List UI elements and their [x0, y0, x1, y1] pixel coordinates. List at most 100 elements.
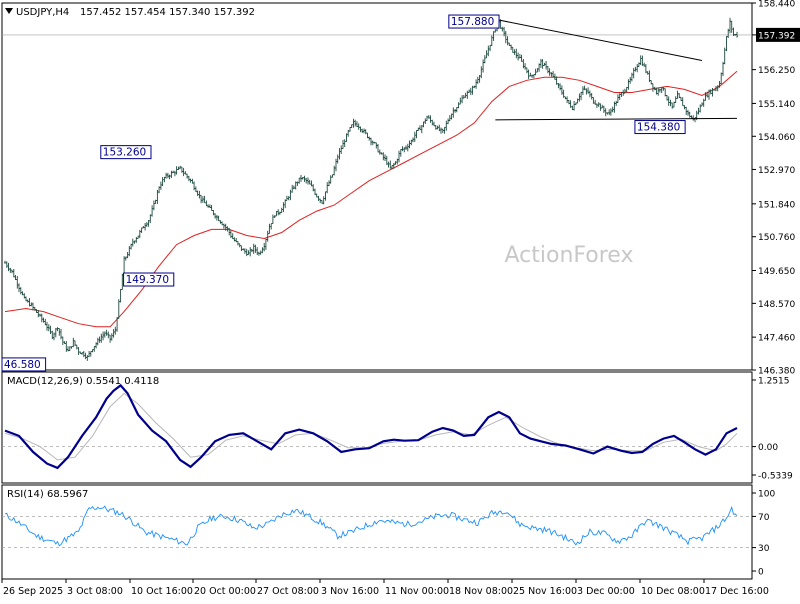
- price-bar: [534, 68, 537, 76]
- symbol-dropdown-icon[interactable]: [5, 8, 13, 14]
- price-bar: [186, 173, 189, 179]
- price-annotation-label: 153.260: [103, 147, 146, 159]
- watermark-text: ActionForex: [505, 243, 634, 268]
- price-annotation-box: [100, 145, 152, 160]
- price-bar: [545, 61, 548, 70]
- price-annotation-label: 149.370: [126, 274, 169, 286]
- price-bar: [282, 202, 285, 213]
- price-bar: [384, 154, 386, 161]
- rsi-axis-label: 100: [758, 490, 775, 500]
- price-bar: [72, 337, 75, 348]
- price-bar: [461, 95, 464, 104]
- price-bar: [494, 29, 497, 33]
- price-bar: [720, 72, 723, 85]
- price-bar: [60, 328, 62, 340]
- symbol-label: USDJPY,H4: [16, 7, 69, 18]
- price-bar: [198, 190, 201, 199]
- price-bar: [175, 166, 178, 175]
- price-bar: [74, 340, 76, 347]
- time-axis-label: 3 Dec 00:00: [577, 586, 635, 597]
- price-bar: [667, 96, 670, 106]
- price-bar: [259, 250, 262, 255]
- price-bar: [21, 291, 24, 296]
- price-bar: [699, 104, 702, 113]
- price-bar: [336, 154, 339, 164]
- price-bar: [96, 337, 99, 346]
- price-bar: [615, 100, 618, 106]
- price-bar: [39, 313, 41, 317]
- price-bar: [95, 342, 98, 349]
- price-bar: [525, 67, 528, 74]
- macd-title: MACD(12,26,9) 0.5541 0.4118: [7, 376, 159, 387]
- price-bar: [56, 327, 59, 332]
- price-axis-label: 156.250: [758, 66, 795, 76]
- price-bar: [476, 76, 479, 84]
- price-bar: [301, 177, 304, 180]
- price-bar: [634, 66, 637, 72]
- price-bar: [107, 331, 110, 339]
- price-bar: [256, 247, 259, 255]
- price-bar: [172, 170, 175, 174]
- price-bar: [149, 214, 152, 224]
- price-bar: [86, 355, 89, 361]
- price-bar: [359, 126, 362, 133]
- price-bar: [573, 101, 576, 111]
- price-bar: [119, 289, 122, 303]
- price-bar: [676, 90, 679, 100]
- time-axis-label: 3 Oct 08:00: [67, 586, 123, 597]
- price-bar: [459, 97, 462, 105]
- price-bar: [415, 130, 418, 139]
- price-bar: [482, 59, 485, 73]
- rsi-axis-label: 70: [758, 513, 770, 523]
- macd-axis-label: 0.00: [758, 443, 778, 453]
- price-bar: [557, 83, 560, 89]
- price-bar: [307, 177, 309, 185]
- price-bar: [280, 207, 283, 213]
- price-bar: [247, 250, 250, 255]
- price-bar: [67, 346, 69, 352]
- price-bar: [483, 55, 486, 64]
- price-bar: [441, 128, 444, 134]
- price-bar: [597, 102, 600, 107]
- price-axis-label: 151.840: [758, 200, 795, 210]
- price-bar: [317, 195, 320, 201]
- price-bar: [124, 256, 127, 261]
- macd-axis-label: -0.5339: [758, 472, 793, 482]
- price-bar: [466, 90, 469, 99]
- price-bar: [65, 341, 68, 352]
- price-bar: [517, 52, 520, 61]
- price-bar: [552, 71, 555, 78]
- price-bar: [440, 127, 442, 134]
- price-bar: [452, 107, 455, 118]
- price-bar: [590, 93, 593, 100]
- price-bar: [326, 182, 329, 194]
- price-bar: [550, 72, 553, 77]
- price-bar: [585, 88, 588, 95]
- macd-signal-line: [4, 392, 738, 461]
- price-bar: [214, 213, 217, 219]
- price-bar: [599, 103, 602, 111]
- price-bar: [177, 166, 180, 171]
- resistance-trendline[interactable]: [498, 19, 703, 62]
- price-bar: [492, 31, 495, 41]
- support-trendline[interactable]: [495, 117, 738, 121]
- price-bar: [222, 223, 225, 229]
- price-bar: [144, 223, 147, 231]
- price-bar: [189, 178, 192, 183]
- price-pane-frame: [1, 2, 753, 371]
- price-bar: [636, 64, 639, 73]
- price-bar: [138, 229, 141, 239]
- price-bar: [205, 200, 208, 207]
- price-bar: [480, 66, 483, 79]
- price-bar: [102, 331, 105, 341]
- price-bar: [401, 146, 404, 152]
- price-bar: [140, 227, 143, 233]
- price-bar: [322, 196, 325, 205]
- price-bar: [145, 222, 148, 227]
- price-bar: [657, 87, 660, 96]
- price-annotation-label: 157.880: [451, 16, 494, 28]
- price-bar: [84, 352, 87, 360]
- price-bar: [315, 193, 318, 198]
- price-bar: [469, 87, 472, 96]
